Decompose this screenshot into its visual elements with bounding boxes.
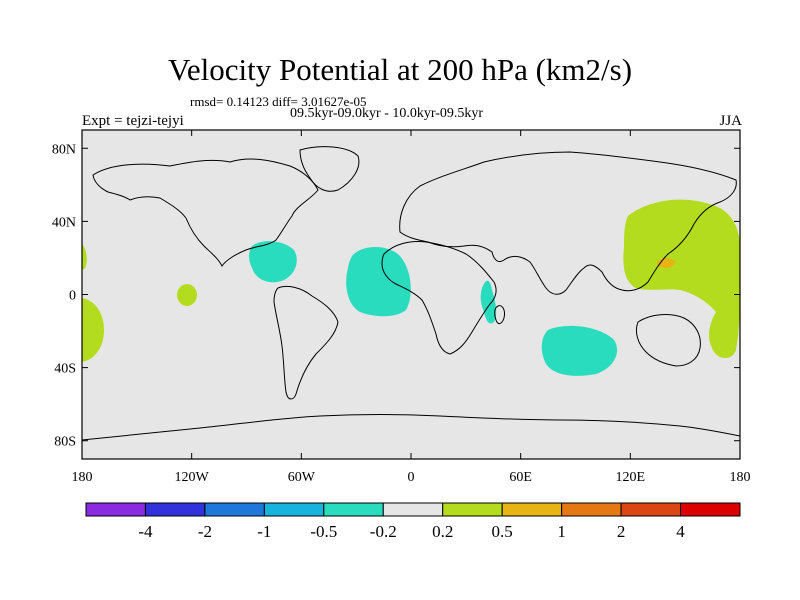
colorbar-swatch [680, 502, 741, 517]
stats-line: rmsd= 0.14123 diff= 3.01627e-05 [190, 94, 367, 109]
y-tick-label: 40N [52, 215, 76, 230]
anomaly-central-pacific [177, 284, 197, 306]
experiment-label: Expt = tejzi-tejyi [82, 113, 184, 129]
colorbar-label: -0.5 [310, 522, 337, 541]
x-tick-label: 60E [509, 470, 532, 485]
anomaly-west-edge-b [82, 244, 87, 270]
coast-greenland [299, 146, 360, 192]
x-tick-label: 0 [408, 470, 415, 485]
x-tick-label: 180 [72, 470, 93, 485]
colorbar-swatch [204, 502, 265, 517]
axis-ticks [81, 130, 741, 459]
coast-madagascar [494, 305, 505, 325]
x-tick-label: 120W [175, 470, 210, 485]
coast-south-america [273, 285, 339, 400]
anomaly-south-indian [541, 325, 618, 376]
plot-title: Velocity Potential at 200 hPa (km2/s) [167, 52, 633, 87]
colorbar-label: -2 [198, 522, 212, 541]
colorbar: -4 -2 -1 -0.5 -0.2 0.2 0.5 1 2 4 [85, 502, 741, 541]
y-tick-label: 0 [69, 289, 76, 304]
y-tick-label: 80S [54, 435, 76, 450]
anomaly-west-pacific [623, 199, 741, 359]
coast-australia [635, 314, 701, 367]
anomaly-layer [82, 199, 741, 376]
colorbar-swatch [501, 502, 563, 517]
coast-antarctica [81, 414, 741, 441]
x-tick-label: 120E [616, 470, 646, 485]
anomaly-caribbean [249, 241, 297, 283]
anomaly-west-edge-a [82, 298, 104, 362]
colorbar-label: 4 [676, 522, 685, 541]
coastlines [81, 146, 741, 441]
anomaly-atlantic [346, 247, 411, 317]
anomaly-east-africa [480, 280, 497, 324]
season-label: JJA [719, 113, 742, 129]
coast-north-america [92, 158, 319, 267]
colorbar-swatch [442, 502, 503, 517]
colorbar-label: 1 [557, 522, 566, 541]
colorbar-label: -0.2 [370, 522, 397, 541]
colorbar-swatch [85, 502, 146, 517]
colorbar-swatch [144, 502, 206, 517]
periods-line: 09.5kyr-09.0kyr - 10.0kyr-09.5kyr [290, 106, 484, 121]
axis-tick-labels: 180 120W 60W 0 60E 120E 180 80N 40N 0 40S 80S [52, 142, 751, 485]
colorbar-swatch [382, 502, 444, 517]
y-tick-label: 40S [54, 362, 76, 377]
colorbar-label: 0.2 [432, 522, 453, 541]
colorbar-label: 2 [617, 522, 626, 541]
colorbar-swatch [620, 502, 682, 517]
colorbar-label: -4 [138, 522, 153, 541]
anomaly-west-pacific-core [657, 258, 675, 268]
colorbar-swatch [263, 502, 325, 517]
colorbar-label: 0.5 [492, 522, 513, 541]
coast-africa [381, 241, 497, 355]
y-tick-label: 80N [52, 142, 76, 157]
colorbar-label: -1 [257, 522, 271, 541]
colorbar-swatch [561, 502, 622, 517]
x-tick-label: 60W [288, 470, 316, 485]
x-tick-label: 180 [730, 470, 751, 485]
colorbar-swatch [323, 502, 384, 517]
coast-eurasia [399, 151, 737, 295]
